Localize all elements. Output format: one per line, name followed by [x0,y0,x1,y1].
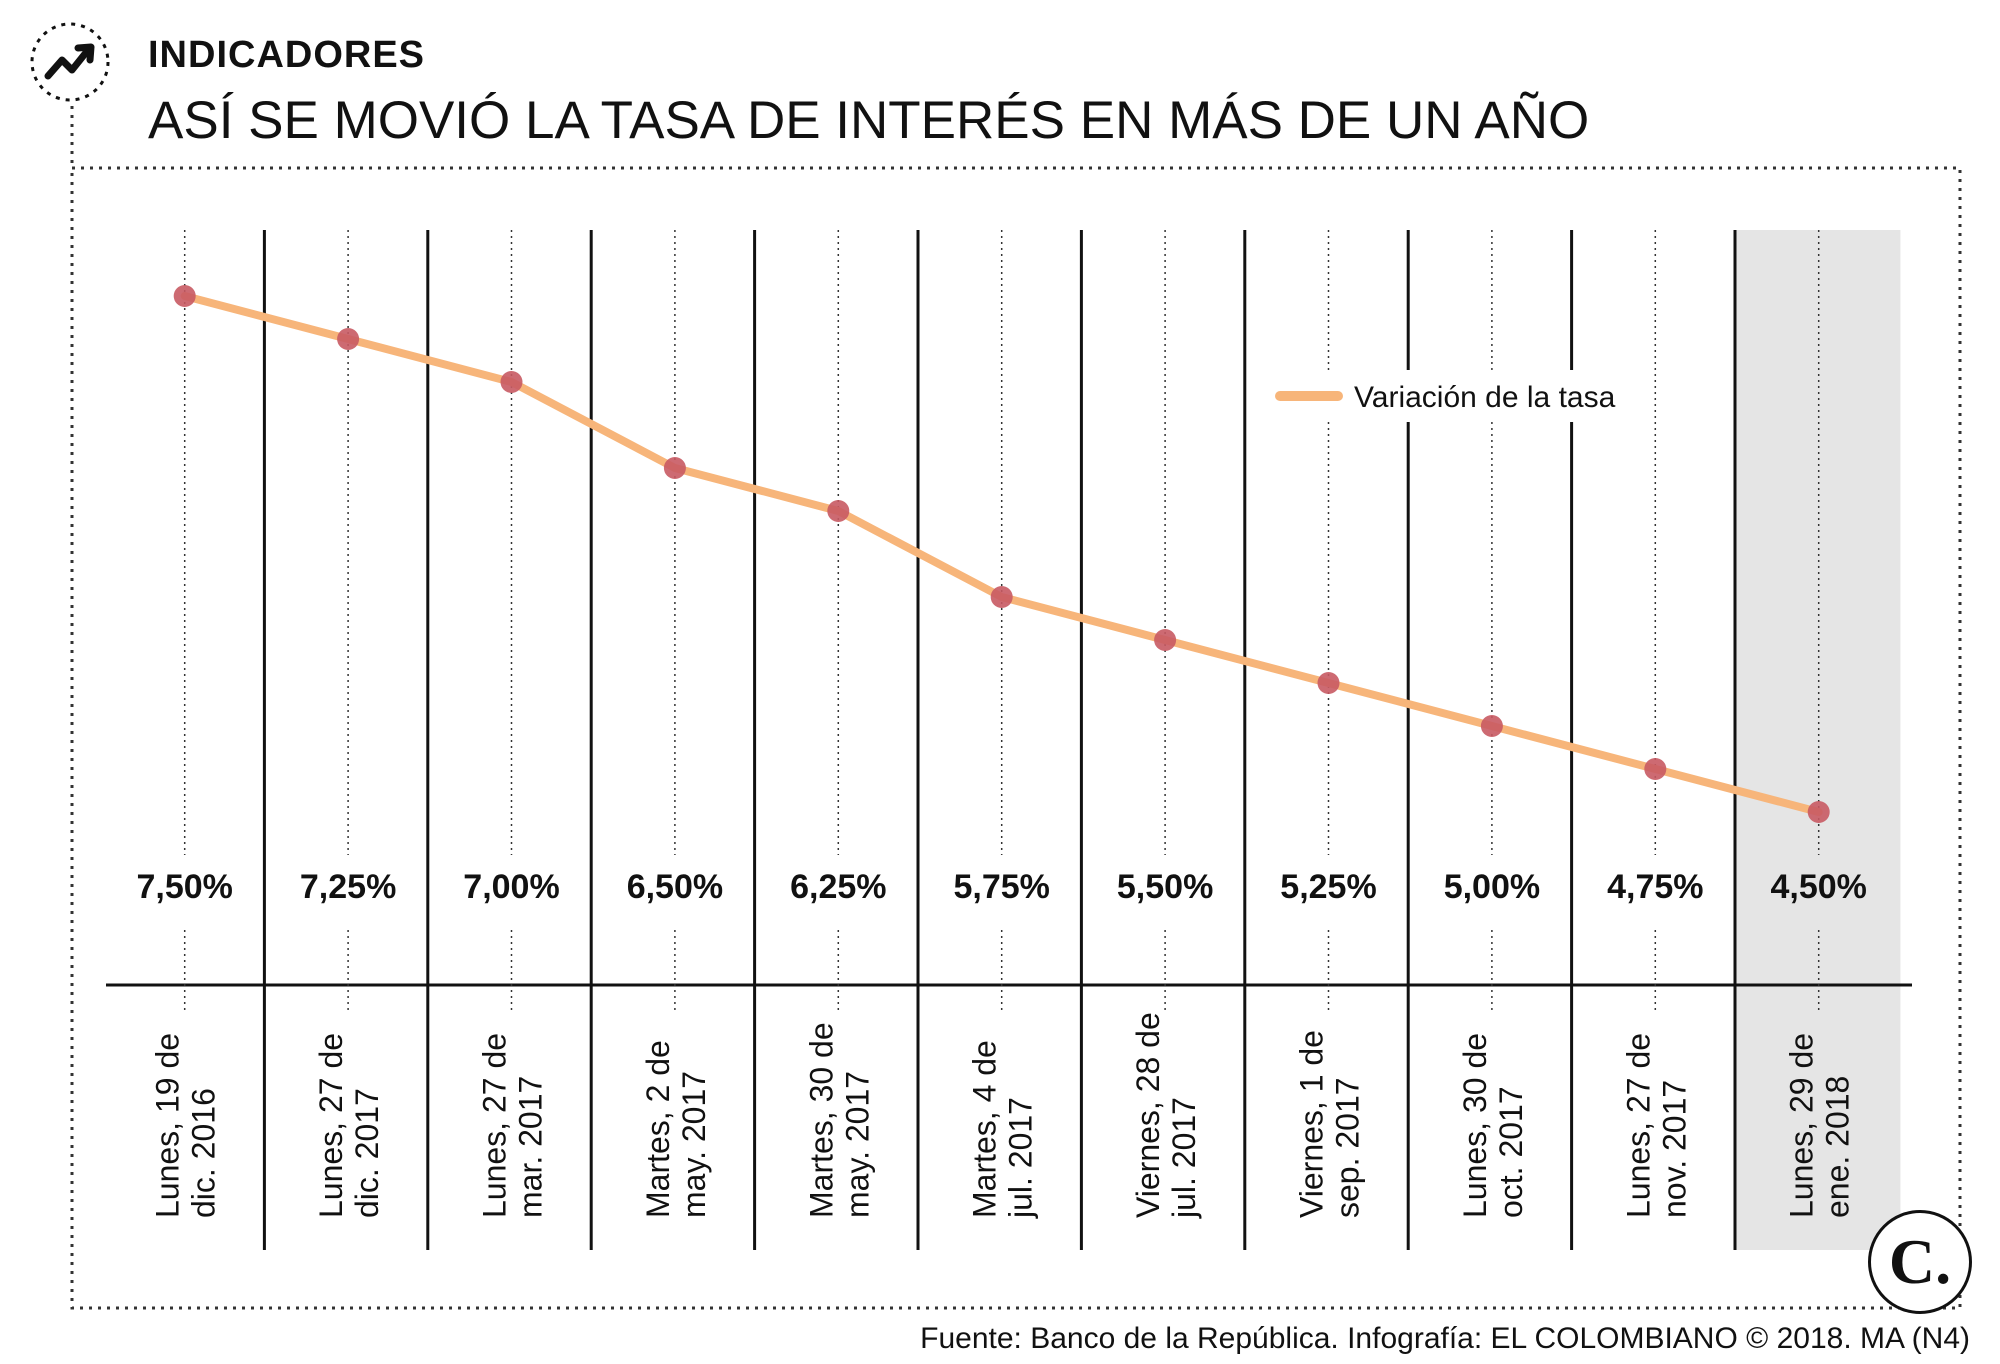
date-label: Viernes, 1 de sep. 2017 [1294,1030,1366,1218]
date-label-line: Martes, 2 de [640,1040,676,1218]
data-point [1154,629,1177,651]
date-label-line: oct. 2017 [1493,1086,1529,1218]
date-label-line: Lunes, 19 de [150,1033,186,1218]
legend-label: Variación de la tasa [1354,381,1616,414]
date-label-line: jul. 2017 [1003,1097,1039,1219]
data-point [1644,758,1667,780]
value-label: 4,50% [1770,868,1866,906]
date-label-line: Martes, 30 de [803,1022,839,1218]
value-label: 5,25% [1280,868,1376,906]
date-label: Lunes, 27 de nov. 2017 [1620,1033,1692,1218]
date-label: Lunes, 19 de dic. 2016 [150,1033,222,1218]
data-point [1480,715,1503,737]
date-label-line: may. 2017 [676,1071,712,1218]
trend-arrow-icon [28,20,112,104]
date-label-line: Lunes, 27 de [477,1033,513,1218]
date-label: Martes, 30 de may. 2017 [803,1022,875,1218]
section-kicker: INDICADORES [148,34,426,76]
data-point [500,371,523,393]
date-label-line: dic. 2017 [349,1088,385,1218]
date-label-line: may. 2017 [839,1071,875,1218]
data-point [827,500,850,522]
date-label-line: dic. 2016 [186,1088,222,1218]
highlight-column [1735,230,1901,1250]
page-title: ASÍ SE MOVIÓ LA TASA DE INTERÉS EN MÁS D… [148,91,1590,150]
value-label: 7,00% [463,868,559,906]
date-label: Lunes, 29 de ene. 2018 [1784,1033,1856,1218]
el-colombiano-logo: C. [1868,1210,1972,1314]
date-label-line: nov. 2017 [1656,1080,1692,1218]
date-label: Lunes, 30 de oct. 2017 [1457,1033,1529,1218]
source-credit: Fuente: Banco de la República. Infografí… [920,1322,1970,1355]
date-label-line: Lunes, 27 de [313,1033,349,1218]
value-label: 7,25% [300,868,396,906]
date-label-line: Lunes, 30 de [1457,1033,1493,1218]
data-point [1807,801,1830,823]
data-point [663,457,686,479]
value-label: 5,00% [1444,868,1540,906]
value-label: 5,50% [1117,868,1213,906]
date-label: Lunes, 27 de mar. 2017 [477,1033,549,1218]
chart-frame [70,166,1962,1310]
date-label-line: jul. 2017 [1166,1097,1202,1219]
data-point [173,285,196,307]
date-label-line: Lunes, 27 de [1620,1033,1656,1218]
data-point [1317,672,1340,694]
data-point [990,586,1013,608]
legend: Variación de la tasa [1275,381,1616,414]
value-label: 6,50% [627,868,723,906]
date-label-line: Viernes, 1 de [1294,1030,1330,1218]
value-label: 4,75% [1607,868,1703,906]
date-label-line: Viernes, 28 de [1130,1012,1166,1218]
date-label: Martes, 4 de jul. 2017 [967,1040,1039,1219]
date-label-line: Martes, 4 de [967,1040,1003,1218]
value-label: 7,50% [136,868,232,906]
logo-text: C. [1888,1226,1952,1297]
date-label: Martes, 2 de may. 2017 [640,1040,712,1218]
data-point [337,328,360,350]
date-label: Lunes, 27 de dic. 2017 [313,1033,385,1218]
date-label-line: sep. 2017 [1330,1077,1366,1218]
date-label: Viernes, 28 de jul. 2017 [1130,1012,1202,1219]
value-label: 6,25% [790,868,886,906]
date-label-line: ene. 2018 [1820,1076,1856,1218]
date-label-line: Lunes, 29 de [1784,1033,1820,1218]
value-label: 5,75% [953,868,1049,906]
date-label-line: mar. 2017 [513,1076,549,1218]
